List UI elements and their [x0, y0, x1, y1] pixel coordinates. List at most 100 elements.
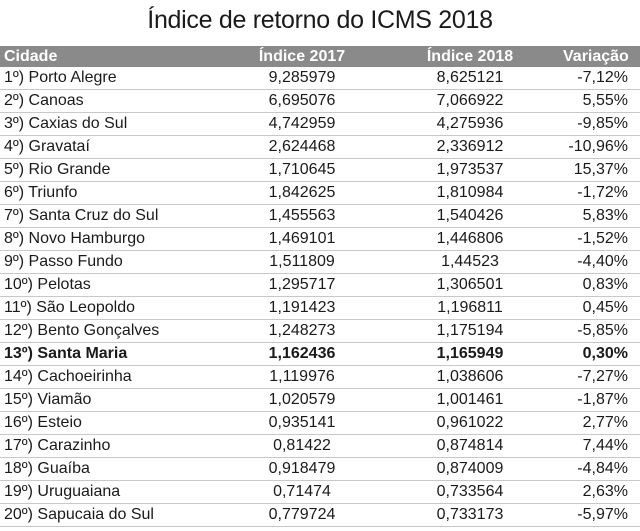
index-2017: 1,119976 [223, 365, 381, 389]
city-name: São Leopoldo [36, 299, 135, 316]
city-cell: 18º) Guaíba [0, 457, 223, 481]
index-2017: 0,71474 [223, 480, 381, 504]
city-cell: 9º) Passo Fundo [0, 250, 223, 274]
city-cell: 15º) Viamão [0, 388, 223, 412]
rank: 16º) [4, 414, 33, 431]
variation: -5,97% [559, 503, 640, 527]
rank: 13º) [4, 345, 33, 362]
variation: -1,72% [559, 181, 640, 205]
index-2017: 0,935141 [223, 411, 381, 435]
table-row: 4º) Gravataí 2,624468 2,336912 -10,96% [0, 135, 640, 159]
table-row: 9º) Passo Fundo 1,511809 1,44523 -4,40% [0, 250, 640, 274]
index-2017: 4,742959 [223, 112, 381, 136]
index-2017: 1,191423 [223, 296, 381, 320]
rank: 11º) [4, 299, 32, 316]
index-2018: 1,973537 [381, 158, 559, 182]
variation: 2,63% [559, 480, 640, 504]
icms-table: Cidade Índice 2017 Índice 2018 Variação 1º)… [0, 46, 640, 527]
index-2017: 6,695076 [223, 89, 381, 113]
city-name: Passo Fundo [28, 253, 123, 270]
city-name: Carazinho [37, 437, 111, 454]
city-cell: 6º) Triunfo [0, 181, 223, 205]
city-name: Uruguaiana [37, 483, 121, 500]
variation: -4,84% [559, 457, 640, 481]
column-header: Variação [559, 46, 640, 67]
table-row: 6º) Triunfo 1,842625 1,810984 -1,72% [0, 181, 640, 205]
table-row: 18º) Guaíba 0,918479 0,874009 -4,84% [0, 457, 640, 481]
rank: 15º) [4, 391, 33, 408]
index-2017: 2,624468 [223, 135, 381, 159]
index-2018: 1,001461 [381, 388, 559, 412]
rank: 19º) [4, 483, 33, 500]
city-cell: 12º) Bento Gonçalves [0, 319, 223, 343]
city-cell: 20º) Sapucaia do Sul [0, 503, 223, 527]
index-2018: 4,275936 [381, 112, 559, 136]
city-name: Gravataí [28, 138, 90, 155]
table-head: Cidade Índice 2017 Índice 2018 Variação [0, 46, 640, 67]
table-row: 11º) São Leopoldo 1,191423 1,196811 0,45% [0, 296, 640, 320]
variation: -1,87% [559, 388, 640, 412]
city-cell: 3º) Caxias do Sul [0, 112, 223, 136]
variation: 0,83% [559, 273, 640, 297]
table-row: 15º) Viamão 1,020579 1,001461 -1,87% [0, 388, 640, 412]
index-2018: 1,810984 [381, 181, 559, 205]
index-2017: 1,248273 [223, 319, 381, 343]
index-2018: 1,165949 [381, 342, 559, 366]
rank: 9º) [4, 253, 25, 270]
rank: 12º) [4, 322, 33, 339]
index-2018: 1,175194 [381, 319, 559, 343]
variation: -1,52% [559, 227, 640, 251]
table-row: 12º) Bento Gonçalves 1,248273 1,175194 -5,8… [0, 319, 640, 343]
table-row: 14º) Cachoeirinha 1,119976 1,038606 -7,27% [0, 365, 640, 389]
city-cell: 2º) Canoas [0, 89, 223, 113]
table-row: 13º) Santa Maria 1,162436 1,165949 0,30% [0, 342, 640, 366]
index-2017: 1,469101 [223, 227, 381, 251]
city-cell: 8º) Novo Hamburgo [0, 227, 223, 251]
variation: -9,85% [559, 112, 640, 136]
city-cell: 4º) Gravataí [0, 135, 223, 159]
city-name: Sapucaia do Sul [37, 506, 154, 523]
index-2018: 1,540426 [381, 204, 559, 228]
variation: 5,55% [559, 89, 640, 113]
table-row: 16º) Esteio 0,935141 0,961022 2,77% [0, 411, 640, 435]
table-row: 10º) Pelotas 1,295717 1,306501 0,83% [0, 273, 640, 297]
rank: 4º) [4, 138, 25, 155]
index-2017: 0,918479 [223, 457, 381, 481]
variation: 0,45% [559, 296, 640, 320]
rank: 10º) [4, 276, 33, 293]
variation: 7,44% [559, 434, 640, 458]
city-cell: 1º) Porto Alegre [0, 67, 223, 90]
column-header: Índice 2017 [223, 46, 381, 67]
city-name: Novo Hamburgo [28, 230, 146, 247]
city-name: Triunfo [28, 184, 78, 201]
city-name: Pelotas [37, 276, 91, 293]
table-row: 5º) Rio Grande 1,710645 1,973537 15,37% [0, 158, 640, 182]
city-cell: 17º) Carazinho [0, 434, 223, 458]
table-body: 1º) Porto Alegre 9,285979 8,625121 -7,12% 2º… [0, 67, 640, 527]
title: Índice de retorno do ICMS 2018 [147, 6, 493, 34]
table-row: 2º) Canoas 6,695076 7,066922 5,55% [0, 89, 640, 113]
index-2018: 0,874814 [381, 434, 559, 458]
city-name: Esteio [37, 414, 82, 431]
header-row: Cidade Índice 2017 Índice 2018 Variação [0, 46, 640, 67]
index-2017: 1,455563 [223, 204, 381, 228]
index-2018: 1,306501 [381, 273, 559, 297]
index-2017: 1,020579 [223, 388, 381, 412]
rank: 3º) [4, 115, 25, 132]
table-row: 7º) Santa Cruz do Sul 1,455563 1,540426 5,8… [0, 204, 640, 228]
index-2017: 1,710645 [223, 158, 381, 182]
table-row: 17º) Carazinho 0,81422 0,874814 7,44% [0, 434, 640, 458]
city-name: Porto Alegre [28, 69, 117, 86]
index-2018: 1,44523 [381, 250, 559, 274]
city-cell: 10º) Pelotas [0, 273, 223, 297]
variation: 0,30% [559, 342, 640, 366]
index-2017: 9,285979 [223, 67, 381, 90]
index-2018: 1,038606 [381, 365, 559, 389]
table-row: 20º) Sapucaia do Sul 0,779724 0,733173 -5,9… [0, 503, 640, 527]
city-cell: 13º) Santa Maria [0, 342, 223, 366]
index-2017: 0,779724 [223, 503, 381, 527]
city-cell: 16º) Esteio [0, 411, 223, 435]
index-2017: 1,842625 [223, 181, 381, 205]
index-2018: 0,733564 [381, 480, 559, 504]
